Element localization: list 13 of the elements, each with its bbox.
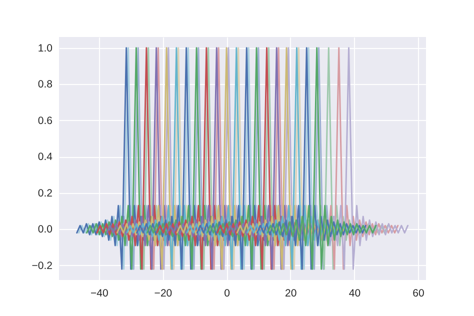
y-tick-label: 0.2 [38,187,53,200]
x-tick-label: 40 [348,288,361,300]
y-tick-label: −0.2 [32,260,53,272]
y-tick-label: 0.8 [38,78,53,91]
x-tick-label: −20 [154,288,172,300]
y-tick-label: 0.6 [38,114,53,127]
x-tick-label: 60 [412,288,425,300]
y-tick-label: 0.4 [38,151,53,164]
y-tick-label: 0.0 [38,224,53,236]
x-tick-label: 20 [285,288,297,300]
y-tick-label: 1.0 [38,42,53,54]
x-tick-label: −40 [90,288,108,300]
x-tick-label: 0 [224,288,230,300]
